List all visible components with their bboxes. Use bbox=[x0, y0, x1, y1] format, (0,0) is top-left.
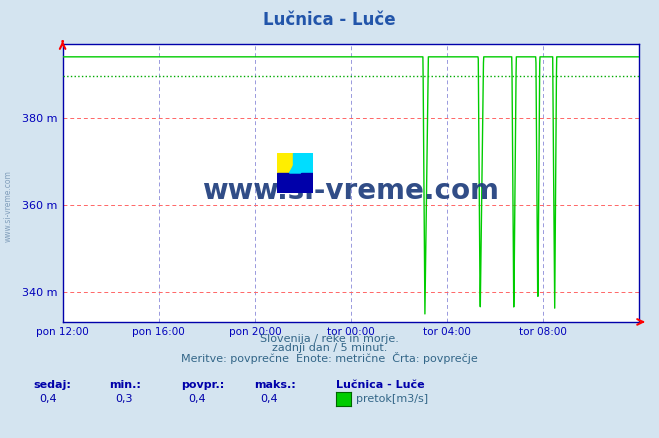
Polygon shape bbox=[277, 153, 297, 173]
Text: min.:: min.: bbox=[109, 380, 140, 390]
Polygon shape bbox=[277, 173, 313, 193]
Text: 0,4: 0,4 bbox=[188, 394, 206, 404]
Text: www.si-vreme.com: www.si-vreme.com bbox=[3, 170, 13, 242]
Text: sedaj:: sedaj: bbox=[33, 380, 71, 390]
Polygon shape bbox=[293, 153, 313, 173]
Text: www.si-vreme.com: www.si-vreme.com bbox=[202, 177, 500, 205]
Polygon shape bbox=[289, 153, 313, 173]
Text: 0,3: 0,3 bbox=[115, 394, 133, 404]
Text: zadnji dan / 5 minut.: zadnji dan / 5 minut. bbox=[272, 343, 387, 353]
Text: Lučnica - Luče: Lučnica - Luče bbox=[336, 380, 424, 390]
Text: 0,4: 0,4 bbox=[40, 394, 57, 404]
Text: 0,4: 0,4 bbox=[260, 394, 278, 404]
Text: povpr.:: povpr.: bbox=[181, 380, 225, 390]
Text: maks.:: maks.: bbox=[254, 380, 295, 390]
Text: Slovenija / reke in morje.: Slovenija / reke in morje. bbox=[260, 335, 399, 344]
Text: Meritve: povprečne  Enote: metrične  Črta: povprečje: Meritve: povprečne Enote: metrične Črta:… bbox=[181, 352, 478, 364]
Text: pretok[m3/s]: pretok[m3/s] bbox=[356, 394, 428, 404]
Text: Lučnica - Luče: Lučnica - Luče bbox=[263, 11, 396, 29]
